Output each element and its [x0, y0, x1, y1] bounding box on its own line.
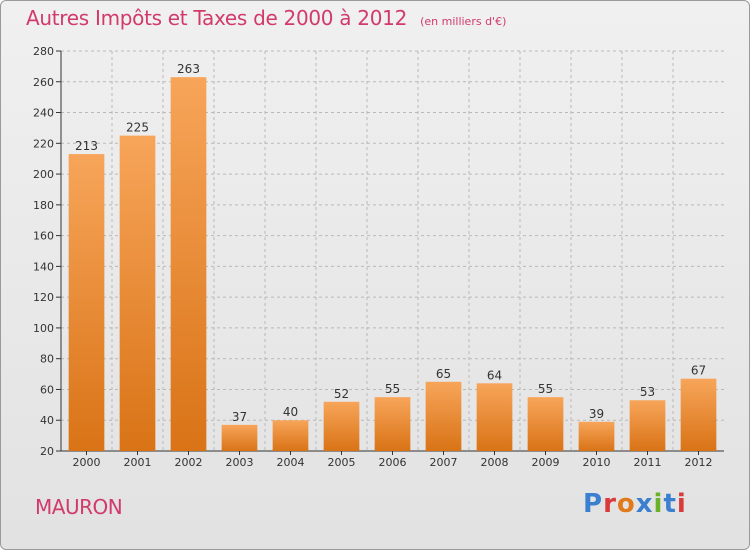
y-tick-label: 80 [40, 353, 54, 366]
logo-letter: r [603, 489, 617, 519]
bar-2005 [323, 401, 360, 451]
bar-value-label: 37 [232, 410, 247, 424]
bar-value-label: 55 [385, 382, 400, 396]
logo-letter: P [583, 489, 604, 519]
bar-value-label: 67 [691, 364, 706, 378]
x-tick-label: 2010 [583, 456, 611, 469]
proxiti-logo[interactable]: Proxiti [583, 489, 687, 519]
y-tick-label: 100 [33, 322, 54, 335]
bar-value-label: 225 [126, 121, 149, 135]
commune-name: MAURON [35, 495, 123, 519]
logo-letter: x [635, 489, 654, 519]
bar-value-label: 65 [436, 367, 451, 381]
bar-2003 [221, 424, 258, 451]
x-tick-label: 2003 [226, 456, 254, 469]
logo-letter: o [616, 489, 636, 519]
bar-2010 [578, 421, 615, 451]
bar-value-label: 263 [177, 62, 200, 76]
y-tick-label: 140 [33, 260, 54, 273]
bar-value-label: 55 [538, 382, 553, 396]
bar-value-label: 52 [334, 387, 349, 401]
bar-2009 [527, 397, 564, 451]
logo-letter: i [676, 489, 687, 519]
bar-value-label: 53 [640, 385, 655, 399]
y-tick-label: 180 [33, 199, 54, 212]
x-tick-label: 2012 [685, 456, 713, 469]
x-tick-label: 2005 [328, 456, 356, 469]
bar-2006 [374, 397, 411, 451]
bar-value-label: 213 [75, 139, 98, 153]
bar-2004 [272, 420, 309, 451]
bar-2000 [68, 154, 105, 452]
bar-2011 [629, 400, 666, 451]
chart-unit-text: (en milliers d'€) [420, 15, 507, 28]
x-tick-label: 2006 [379, 456, 407, 469]
x-tick-label: 2002 [175, 456, 203, 469]
chart-title: Autres Impôts et Taxes de 2000 à 2012 (e… [26, 6, 506, 30]
logo-letter: i [653, 489, 664, 519]
bar-2007 [425, 381, 462, 451]
y-tick-label: 120 [33, 291, 54, 304]
y-tick-label: 40 [40, 414, 54, 427]
x-tick-label: 2009 [532, 456, 560, 469]
y-tick-label: 220 [33, 137, 54, 150]
bar-2012 [680, 378, 717, 451]
x-tick-label: 2001 [124, 456, 152, 469]
bar-value-label: 64 [487, 368, 502, 382]
y-tick-label: 60 [40, 383, 54, 396]
x-tick-label: 2000 [73, 456, 101, 469]
y-tick-label: 260 [33, 76, 54, 89]
y-tick-label: 240 [33, 107, 54, 120]
y-tick-label: 200 [33, 168, 54, 181]
x-tick-label: 2008 [481, 456, 509, 469]
logo-letter: t [663, 489, 677, 519]
y-tick-label: 160 [33, 230, 54, 243]
x-tick-label: 2007 [430, 456, 458, 469]
chart-title-text: Autres Impôts et Taxes de 2000 à 2012 [26, 6, 407, 30]
bar-2002 [170, 77, 207, 452]
bar-2001 [119, 135, 156, 451]
x-tick-label: 2011 [634, 456, 662, 469]
x-tick-label: 2004 [277, 456, 305, 469]
bar-2008 [476, 383, 513, 451]
bar-value-label: 40 [283, 405, 298, 419]
y-tick-label: 280 [33, 45, 54, 58]
bar-value-label: 39 [589, 407, 604, 421]
y-tick-label: 20 [40, 445, 54, 458]
